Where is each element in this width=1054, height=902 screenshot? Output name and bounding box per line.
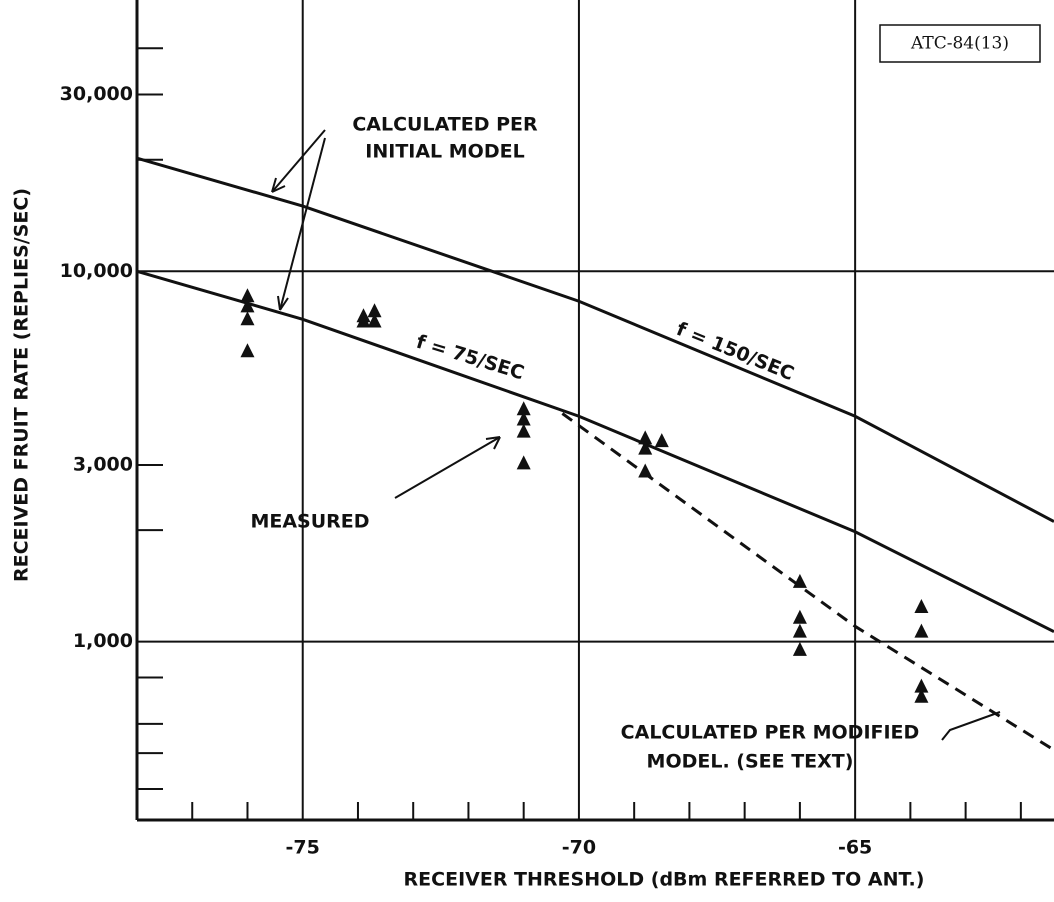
- y-axis-label: RECEIVED FRUIT RATE (REPLIES/SEC): [11, 188, 33, 582]
- y-tick-label: 30,000: [60, 83, 133, 105]
- measured-point: [367, 303, 382, 318]
- x-axis-label: RECEIVER THRESHOLD (dBm REFERRED TO ANT.…: [404, 869, 925, 891]
- measured-point: [914, 678, 929, 693]
- measured-point: [516, 411, 531, 426]
- curve: [561, 412, 1054, 752]
- tag: ATC-84(13): [910, 34, 1009, 54]
- measured-point: [516, 401, 531, 416]
- measured-point: [516, 455, 531, 470]
- y-tick-label: 3,000: [73, 453, 133, 475]
- measured-point: [356, 313, 371, 328]
- measured-point: [638, 430, 653, 445]
- annotation: CALCULATED PER: [352, 114, 538, 136]
- y-tick-label: 10,000: [60, 260, 133, 282]
- y-tick-label: 1,000: [73, 630, 133, 652]
- measured-point: [914, 599, 929, 614]
- measured-point: [914, 623, 929, 638]
- measured-point: [240, 343, 255, 358]
- measured-point: [638, 463, 653, 478]
- measured-point: [240, 288, 255, 303]
- curve: [136, 156, 1054, 523]
- measured-point: [240, 311, 255, 326]
- annotation: MEASURED: [250, 511, 369, 533]
- measured-point: [367, 313, 382, 328]
- measured-point: [792, 609, 807, 624]
- curve-label: f = 150/SEC: [673, 318, 797, 385]
- measured-point: [792, 623, 807, 638]
- annotation: CALCULATED PER MODIFIED: [621, 722, 920, 744]
- x-tick-label: -70: [562, 837, 596, 859]
- measured-point: [914, 688, 929, 703]
- measured-point: [654, 433, 669, 448]
- measured-point: [638, 440, 653, 455]
- measured-point: [792, 573, 807, 588]
- measured-point: [792, 641, 807, 656]
- tag-box: [879, 24, 1041, 63]
- annotation: INITIAL MODEL: [365, 141, 524, 163]
- annotation: MODEL. (SEE TEXT): [647, 751, 854, 773]
- curve-label: f = 75/SEC: [414, 331, 527, 385]
- measured-point: [516, 423, 531, 438]
- curve: [136, 269, 1054, 634]
- x-tick-label: -65: [838, 837, 872, 859]
- x-tick-label: -75: [286, 837, 320, 859]
- measured-point: [240, 298, 255, 313]
